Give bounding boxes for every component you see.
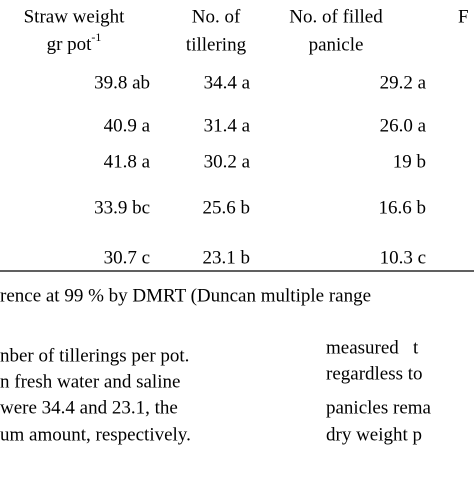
footnote: rence at 99 % by DMRT (Duncan multiple r… <box>0 285 371 306</box>
body-text: um amount, respectively. <box>0 424 191 445</box>
table-cell: 30.7 c <box>104 247 150 268</box>
body-text: n fresh water and saline <box>0 371 180 392</box>
header: No. of <box>192 6 241 27</box>
header: No. of filled <box>289 6 383 27</box>
table-cell: 34.4 a <box>204 72 251 93</box>
header: Straw weight <box>24 6 126 27</box>
body-text: nber of tillerings per pot. <box>0 345 189 366</box>
header: panicle <box>309 34 364 55</box>
table-cell: 33.9 bc <box>94 197 150 218</box>
table-cell: 23.1 b <box>203 247 251 268</box>
header: gr pot-1 <box>47 30 102 56</box>
body-text: were 34.4 and 23.1, the <box>0 397 178 418</box>
table-cell: 29.2 a <box>380 72 427 93</box>
header: tillering <box>186 34 247 55</box>
table-cell: 16.6 b <box>379 197 427 218</box>
table-cell: 10.3 c <box>380 247 426 268</box>
table-cell: 25.6 b <box>203 197 251 218</box>
table-cell: 26.0 a <box>380 115 427 136</box>
table-cell: 19 b <box>393 151 426 172</box>
header: F <box>458 6 469 27</box>
table-cell: 40.9 a <box>104 115 151 136</box>
body-text: panicles rema <box>326 397 432 418</box>
table-cell: 41.8 a <box>104 151 151 172</box>
table-cell: 30.2 a <box>204 151 251 172</box>
superscript: -1 <box>91 30 101 44</box>
body-text: regardless to <box>326 363 423 384</box>
body-text: dry weight p <box>326 424 422 445</box>
table-cell: 39.8 ab <box>94 72 150 93</box>
header-text: gr pot <box>47 34 93 55</box>
table-cell: 31.4 a <box>204 115 251 136</box>
body-text: measured t <box>326 337 419 358</box>
